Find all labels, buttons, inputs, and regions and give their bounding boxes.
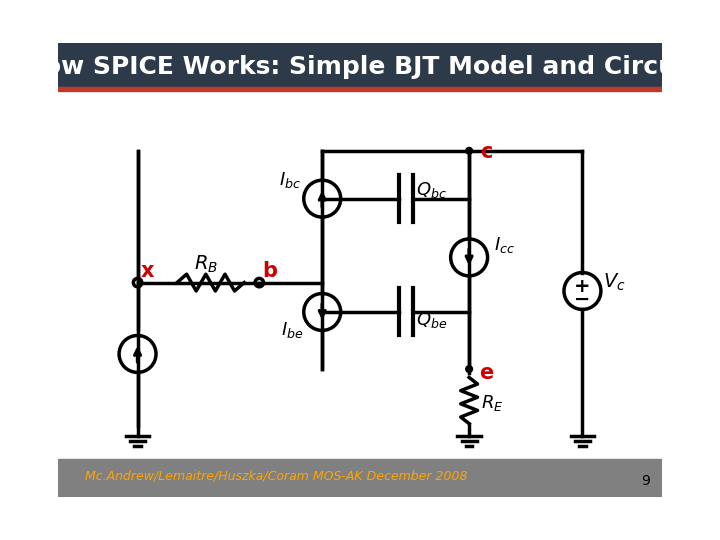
- Text: c: c: [480, 143, 492, 163]
- Bar: [58, 87, 662, 91]
- Bar: [58, 43, 662, 87]
- Text: $I_{bc}$: $I_{bc}$: [279, 170, 302, 190]
- Text: x: x: [141, 261, 154, 281]
- Text: How SPICE Works: Simple BJT Model and Circuit: How SPICE Works: Simple BJT Model and Ci…: [23, 55, 697, 79]
- Text: 9: 9: [641, 474, 649, 488]
- Text: b: b: [262, 261, 277, 281]
- Text: $Q_{bc}$: $Q_{bc}$: [416, 180, 447, 200]
- Circle shape: [466, 366, 472, 373]
- Text: $R_B$: $R_B$: [194, 253, 218, 275]
- Text: $Q_{be}$: $Q_{be}$: [415, 310, 447, 330]
- Text: $I_{be}$: $I_{be}$: [281, 320, 303, 340]
- Text: +: +: [574, 277, 590, 296]
- Bar: [58, 459, 662, 497]
- Text: $V_c$: $V_c$: [603, 272, 626, 293]
- Text: e: e: [479, 363, 493, 383]
- Text: −: −: [575, 290, 590, 309]
- Circle shape: [466, 147, 472, 154]
- Text: $I_{cc}$: $I_{cc}$: [494, 235, 515, 255]
- Text: Mc.Andrew/Lemaitre/Huszka/Coram MOS-AK December 2008: Mc.Andrew/Lemaitre/Huszka/Coram MOS-AK D…: [85, 469, 467, 482]
- Text: $R_E$: $R_E$: [482, 393, 504, 413]
